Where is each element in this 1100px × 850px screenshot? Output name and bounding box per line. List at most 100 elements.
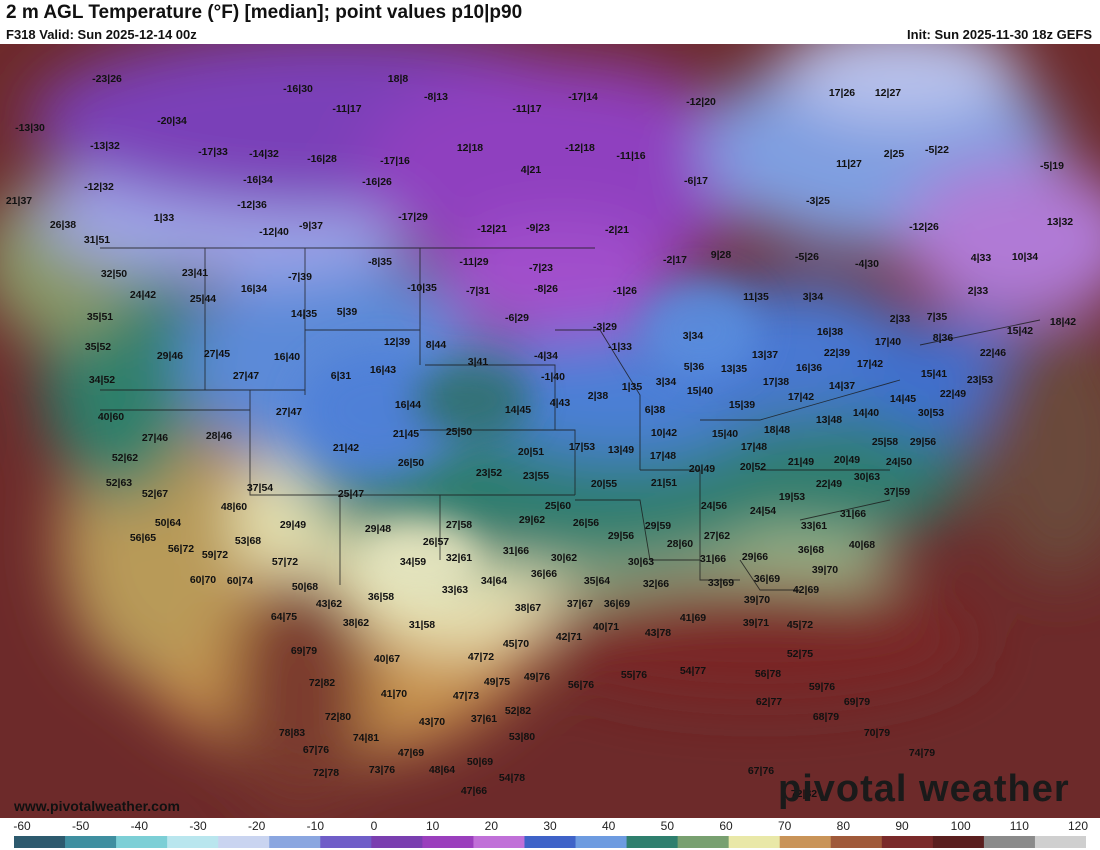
color-bar-tick-label: -40 bbox=[130, 819, 148, 833]
point-value-label: 67|76 bbox=[303, 744, 329, 756]
point-value-label: 18|42 bbox=[1050, 316, 1076, 328]
point-value-label: -1|33 bbox=[608, 341, 632, 353]
point-value-label: -10|35 bbox=[407, 282, 437, 294]
point-value-label: -16|34 bbox=[243, 174, 273, 186]
point-value-label: 56|76 bbox=[568, 679, 594, 691]
point-value-label: 35|51 bbox=[87, 311, 113, 323]
point-value-label: 16|40 bbox=[274, 351, 300, 363]
point-value-label: 26|38 bbox=[50, 219, 76, 231]
point-value-label: 50|69 bbox=[467, 756, 493, 768]
website-url: www.pivotalweather.com bbox=[14, 798, 180, 814]
color-bar-tick-label: -10 bbox=[306, 819, 324, 833]
point-value-label: 29|59 bbox=[645, 520, 671, 532]
point-value-label: -4|34 bbox=[534, 350, 558, 362]
point-value-label: 72|82 bbox=[309, 677, 335, 689]
point-value-label: 29|66 bbox=[742, 551, 768, 563]
point-value-label: 1|33 bbox=[154, 212, 175, 224]
point-value-label: 28|46 bbox=[206, 430, 232, 442]
point-value-label: 20|52 bbox=[740, 461, 766, 473]
point-value-label: 25|47 bbox=[338, 488, 364, 500]
color-bar-tick-label: -20 bbox=[247, 819, 266, 833]
color-bar-tick-label: 30 bbox=[543, 819, 557, 833]
point-value-label: 69|79 bbox=[844, 696, 870, 708]
point-value-label: 24|54 bbox=[750, 505, 776, 517]
point-value-label: 39|70 bbox=[812, 564, 838, 576]
point-value-label: 15|41 bbox=[921, 368, 947, 380]
point-value-label: -11|17 bbox=[512, 103, 541, 115]
point-value-label: 43|62 bbox=[316, 598, 342, 610]
point-value-label: 20|55 bbox=[591, 478, 617, 490]
point-value-label: 45|72 bbox=[787, 619, 813, 631]
point-value-label: 27|47 bbox=[276, 406, 302, 418]
point-value-label: 35|64 bbox=[584, 575, 610, 587]
point-value-label: 36|69 bbox=[754, 573, 780, 585]
point-value-label: 56|72 bbox=[168, 543, 194, 555]
color-bar-swatch bbox=[881, 836, 934, 848]
point-value-label: -23|26 bbox=[92, 73, 122, 85]
point-value-label: 13|35 bbox=[721, 363, 747, 375]
point-value-label: 20|51 bbox=[518, 446, 544, 458]
point-value-label: 37|67 bbox=[567, 598, 593, 610]
point-value-label: 17|48 bbox=[741, 441, 767, 453]
point-value-label: -12|21 bbox=[477, 223, 507, 235]
boundary-lines bbox=[100, 247, 1041, 591]
color-bar-tick-label: 60 bbox=[719, 819, 733, 833]
point-value-label: 4|33 bbox=[971, 252, 992, 264]
point-value-label: 15|42 bbox=[1007, 325, 1033, 337]
point-value-label: 33|63 bbox=[442, 584, 468, 596]
point-value-label: 68|79 bbox=[813, 711, 839, 723]
point-value-label: 6|38 bbox=[645, 404, 666, 416]
color-bar-swatch bbox=[983, 836, 1036, 848]
point-value-label: -17|14 bbox=[568, 91, 598, 103]
point-value-label: 27|62 bbox=[704, 530, 730, 542]
point-value-label: -8|13 bbox=[424, 91, 448, 103]
point-value-label: 35|52 bbox=[85, 341, 111, 353]
point-value-label: -13|32 bbox=[90, 140, 120, 152]
point-value-label: 19|53 bbox=[779, 491, 805, 503]
point-value-label: 33|69 bbox=[708, 577, 734, 589]
point-value-label: 32|50 bbox=[101, 268, 127, 280]
point-value-label: 12|27 bbox=[875, 87, 901, 99]
point-value-label: -9|23 bbox=[526, 222, 550, 234]
color-bar-swatch bbox=[575, 836, 628, 848]
point-value-label: 26|50 bbox=[398, 457, 424, 469]
color-bar-tick-label: -50 bbox=[71, 819, 90, 833]
point-value-label: 18|8 bbox=[388, 73, 409, 85]
point-value-label: 39|70 bbox=[744, 594, 770, 606]
point-value-label: 6|31 bbox=[331, 370, 352, 382]
point-value-label: -4|30 bbox=[855, 258, 879, 270]
point-value-label: 31|66 bbox=[700, 553, 726, 565]
point-value-label: 16|38 bbox=[817, 326, 843, 338]
point-value-label: -3|29 bbox=[593, 321, 617, 333]
point-value-label: 60|74 bbox=[227, 575, 253, 587]
point-value-label: 24|42 bbox=[130, 289, 156, 301]
point-value-label: 17|40 bbox=[875, 336, 901, 348]
point-value-label: 42|71 bbox=[556, 631, 582, 643]
point-value-label: 57|72 bbox=[272, 556, 298, 568]
point-value-label: 24|56 bbox=[701, 500, 727, 512]
point-value-label: 62|77 bbox=[756, 696, 782, 708]
point-value-label: -7|23 bbox=[529, 262, 553, 274]
point-value-label: -2|21 bbox=[605, 224, 629, 236]
point-value-label: 52|75 bbox=[787, 648, 813, 660]
point-value-label: 2|25 bbox=[884, 148, 905, 160]
point-value-label: 25|44 bbox=[190, 293, 216, 305]
point-value-label: 14|45 bbox=[505, 404, 531, 416]
color-bar-swatch bbox=[269, 836, 321, 848]
point-value-label: 16|36 bbox=[796, 362, 822, 374]
point-value-label: 37|54 bbox=[247, 482, 273, 494]
point-value-label: -5|19 bbox=[1040, 160, 1064, 172]
point-value-label: -7|31 bbox=[466, 285, 490, 297]
point-value-label: 30|63 bbox=[854, 471, 880, 483]
color-bar-swatch bbox=[371, 836, 423, 848]
point-value-label: 17|53 bbox=[569, 441, 595, 453]
point-value-label: 27|58 bbox=[446, 519, 472, 531]
point-value-label: -5|26 bbox=[795, 251, 819, 263]
point-value-label: 17|42 bbox=[857, 358, 883, 370]
point-value-label: 10|34 bbox=[1012, 251, 1038, 263]
color-bar-swatch bbox=[422, 836, 474, 848]
point-value-label: 2|33 bbox=[890, 313, 911, 325]
point-value-label: -1|26 bbox=[613, 285, 637, 297]
point-value-label: -17|33 bbox=[198, 146, 228, 158]
point-value-label: 14|37 bbox=[829, 380, 855, 392]
